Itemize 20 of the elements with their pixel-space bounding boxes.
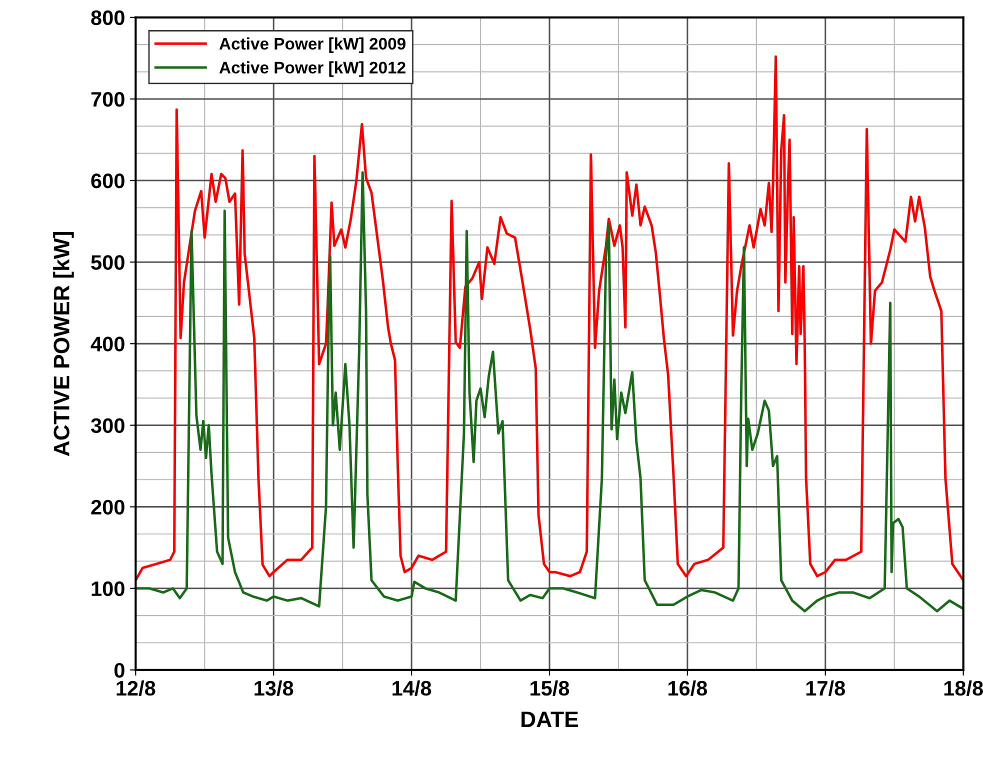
x-tick-label: 18/8	[944, 680, 983, 696]
y-tick-label: 500	[91, 255, 124, 270]
x-tick-label: 16/8	[668, 680, 708, 696]
x-tick-label: 17/8	[806, 680, 846, 696]
y-tick-label: 400	[90, 336, 124, 352]
x-tick-label: 14/8	[392, 680, 432, 696]
y-tick-label: 700	[91, 92, 124, 107]
y-tick-label: 100	[92, 581, 124, 596]
legend-label: Active Power [kW] 2009	[219, 37, 406, 53]
y-tick-label: 600	[91, 174, 124, 188]
x-tick-label: 12/8	[116, 680, 156, 696]
y-axis-title: ACTIVE POWER [kW]	[53, 232, 74, 456]
x-tick-label: 13/8	[254, 680, 294, 696]
x-axis-title: DATE	[522, 712, 578, 727]
y-tick-label: 200	[91, 500, 124, 515]
legend-label: Active Power [kW] 2012	[219, 61, 406, 77]
y-tick-label: 800	[91, 10, 124, 26]
x-tick-label: 15/8	[530, 680, 570, 696]
y-tick-label: 300	[90, 418, 124, 434]
y-tick-label: 0	[114, 662, 124, 678]
